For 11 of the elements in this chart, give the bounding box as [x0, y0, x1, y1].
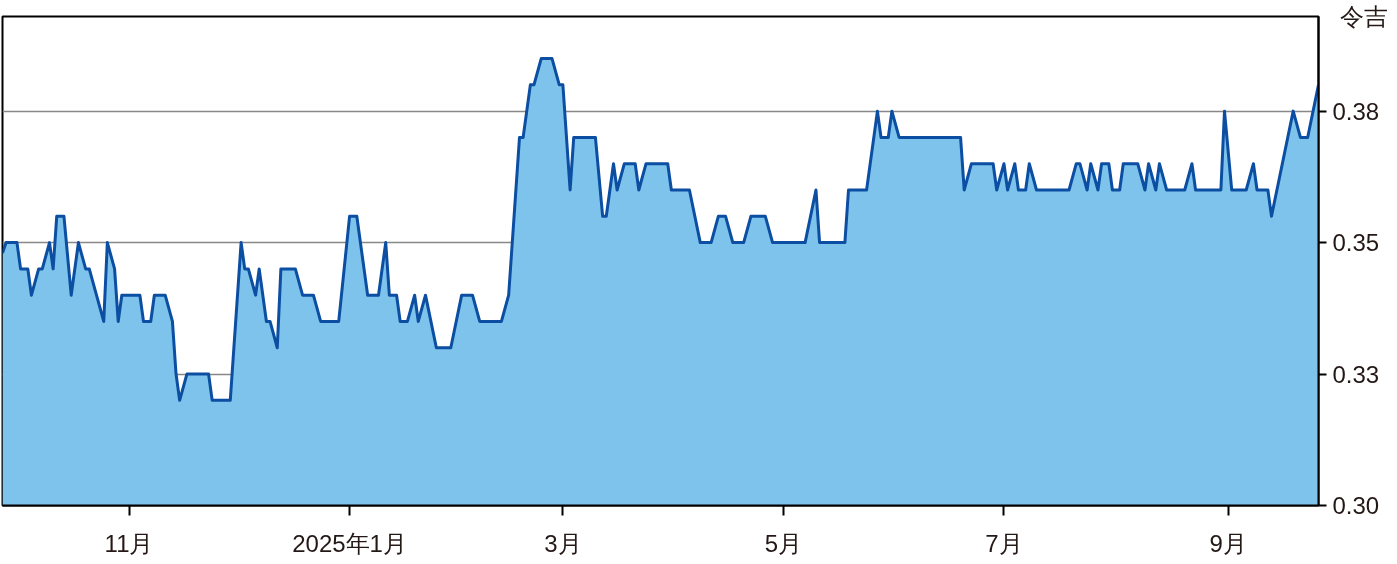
y-tick-label: 0.30: [1332, 492, 1380, 519]
x-tick-label: 5月: [764, 529, 803, 557]
y-axis-title: 令吉: [1340, 3, 1389, 30]
y-tick-label: 0.35: [1332, 229, 1380, 257]
y-tick-label: 0.33: [1332, 360, 1380, 388]
x-tick-label: 3月: [544, 529, 582, 557]
y-tick-label: 0.38: [1332, 97, 1380, 125]
x-tick-label: 9月: [1209, 529, 1247, 557]
x-tick-label: 2025年1月: [292, 529, 407, 557]
x-tick-label: 11月: [104, 529, 154, 557]
x-tick-label: 7月: [985, 529, 1023, 557]
